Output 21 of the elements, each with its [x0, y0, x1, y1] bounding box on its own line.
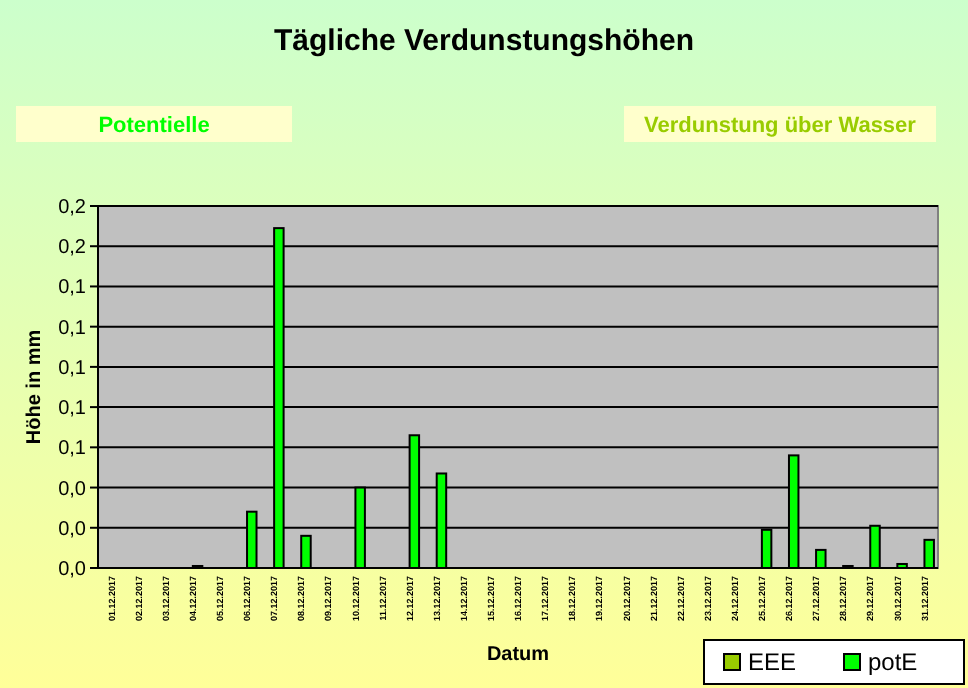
y-tick-label: 0,1 — [58, 277, 87, 300]
text: Verdunstung über Wasser — [644, 114, 918, 138]
y-tick-label: 0,0 — [58, 518, 87, 541]
y-axis-title: Höhe in mm — [24, 329, 46, 445]
bar — [923, 538, 935, 569]
chart-title: Tägliche Verdunstungshöhen — [273, 24, 695, 58]
text: Potentielle — [98, 114, 210, 138]
y-tick-label: 0,1 — [58, 317, 87, 340]
x-axis-title: Datum — [486, 644, 550, 666]
bar — [815, 548, 827, 569]
y-tick-label: 0,0 — [58, 559, 87, 581]
y-tick-label: 0,2 — [58, 237, 87, 260]
y-tick-label: 0,1 — [58, 398, 87, 421]
y-tick-label: 0,1 — [58, 438, 87, 461]
y-tick-label: 0,0 — [58, 478, 87, 501]
legend-label: EEE — [748, 648, 797, 676]
y-tick-label: 0,2 — [58, 197, 87, 219]
y-tick-label: 0,1 — [58, 357, 87, 380]
bar — [896, 562, 908, 569]
legend-label: potE — [868, 648, 918, 676]
bar — [300, 534, 312, 569]
